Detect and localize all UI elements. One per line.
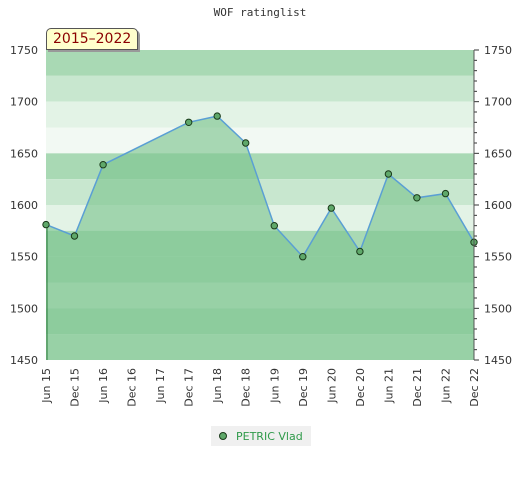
y-tick-label-left: 1500: [10, 302, 38, 315]
x-tick-label: Jun 16: [97, 368, 110, 404]
y-tick-label-left: 1700: [10, 96, 38, 109]
y-tick-label-right: 1550: [484, 251, 512, 264]
legend-marker-icon: [219, 432, 227, 440]
x-tick-label: Jun 22: [439, 368, 452, 404]
y-tick-label-right: 1700: [484, 96, 512, 109]
x-tick-label: Jun 21: [382, 368, 395, 404]
data-point: [270, 222, 278, 230]
data-point: [299, 253, 307, 261]
y-tick-label-right: 1750: [484, 44, 512, 57]
x-tick-label: Jun 20: [325, 368, 338, 404]
series-line: [45, 115, 475, 258]
y-tick-label-right: 1450: [484, 354, 512, 367]
y-tick-label-left: 1600: [10, 199, 38, 212]
x-tick-label: Dec 18: [240, 368, 253, 407]
x-tick-label: Dec 21: [411, 368, 424, 407]
y-tick-label-right: 1650: [484, 147, 512, 160]
data-point: [327, 204, 335, 212]
data-point: [185, 118, 193, 127]
x-tick-label: Jun 15: [40, 368, 53, 404]
data-point: [242, 139, 250, 147]
series-area: [46, 116, 474, 360]
data-point: [42, 220, 50, 229]
y-tick-label-right: 1500: [484, 302, 512, 315]
chart-title: WOF ratinglist: [213, 6, 307, 19]
x-tick-label: Dec 22: [468, 368, 481, 407]
grid-band: [46, 75, 474, 102]
grid-band: [46, 127, 474, 154]
y-tick-label-left: 1450: [10, 354, 38, 367]
x-tick-label: Dec 15: [69, 368, 82, 407]
data-point: [384, 170, 393, 178]
y-tick-label-right: 1600: [484, 199, 512, 212]
grid-band: [46, 101, 474, 128]
y-tick-label-left: 1650: [10, 147, 38, 160]
grid-band: [46, 50, 474, 76]
period-badge: 2015–2022: [46, 28, 139, 50]
legend[interactable]: PETRIC Vlad: [211, 426, 311, 446]
x-tick-label: Jun 19: [268, 368, 281, 404]
x-tick-label: Jun 17: [154, 368, 167, 404]
data-point: [99, 161, 107, 169]
data-point: [356, 247, 364, 256]
x-tick-label: Dec 19: [297, 368, 310, 407]
data-point: [441, 189, 450, 198]
x-tick-label: Dec 17: [183, 368, 196, 407]
data-point: [413, 194, 421, 202]
y-tick-label-left: 1550: [10, 251, 38, 264]
data-point: [70, 232, 79, 240]
x-tick-label: Dec 16: [126, 368, 139, 407]
legend-label: PETRIC Vlad: [236, 429, 303, 443]
x-tick-label: Jun 18: [211, 368, 224, 404]
y-tick-label-left: 1750: [10, 44, 38, 57]
x-tick-label: Dec 20: [354, 368, 367, 407]
data-point: [213, 112, 221, 120]
